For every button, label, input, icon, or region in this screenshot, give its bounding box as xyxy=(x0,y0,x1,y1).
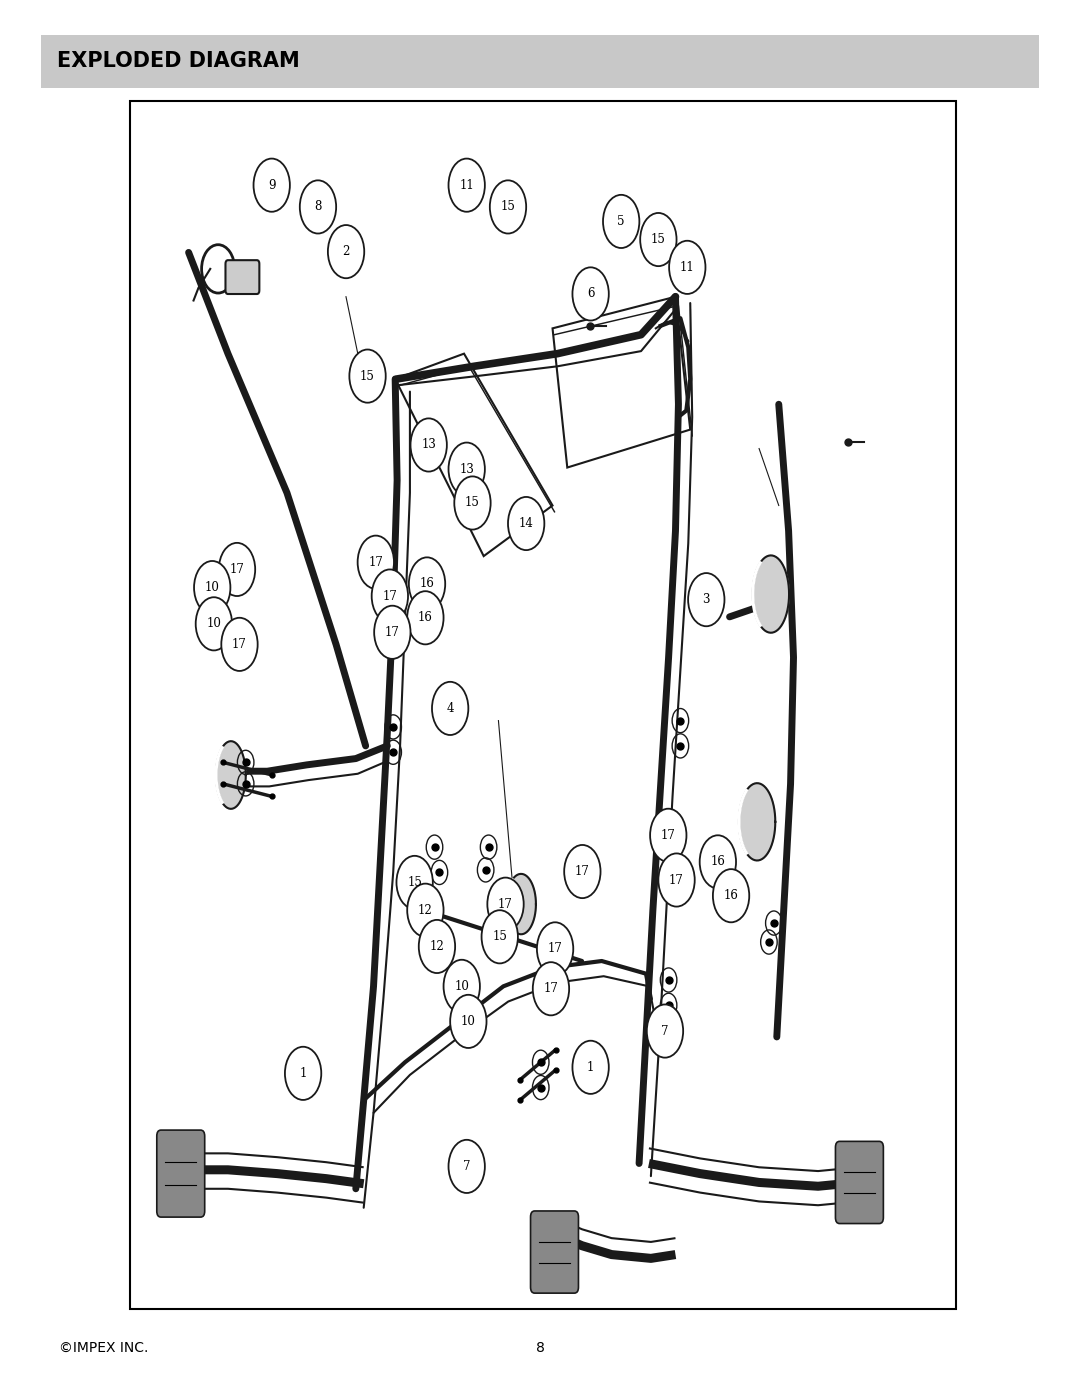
Text: 17: 17 xyxy=(382,590,397,602)
Polygon shape xyxy=(753,556,789,633)
Text: 17: 17 xyxy=(368,556,383,569)
Text: 7: 7 xyxy=(463,1160,471,1173)
FancyBboxPatch shape xyxy=(130,101,956,1309)
Text: 11: 11 xyxy=(680,261,694,274)
Text: 15: 15 xyxy=(651,233,665,246)
Circle shape xyxy=(659,854,694,907)
Circle shape xyxy=(487,877,524,930)
Circle shape xyxy=(490,180,526,233)
Polygon shape xyxy=(739,784,775,861)
FancyBboxPatch shape xyxy=(226,260,259,293)
Text: 17: 17 xyxy=(384,626,400,638)
Circle shape xyxy=(219,543,255,597)
Circle shape xyxy=(407,884,444,937)
Text: 17: 17 xyxy=(230,563,244,576)
Circle shape xyxy=(328,225,364,278)
Circle shape xyxy=(640,212,676,267)
Text: 16: 16 xyxy=(724,890,739,902)
Text: 1: 1 xyxy=(586,1060,594,1074)
Circle shape xyxy=(482,911,518,964)
Text: 17: 17 xyxy=(575,865,590,879)
Circle shape xyxy=(285,1046,321,1099)
Text: 6: 6 xyxy=(586,288,594,300)
Text: 4: 4 xyxy=(446,701,454,715)
Polygon shape xyxy=(507,875,536,935)
Text: 15: 15 xyxy=(465,496,480,510)
Text: 16: 16 xyxy=(711,855,726,869)
Text: 12: 12 xyxy=(430,940,444,953)
Text: 3: 3 xyxy=(702,594,710,606)
Circle shape xyxy=(688,573,725,626)
Text: 13: 13 xyxy=(421,439,436,451)
Text: EXPLODED DIAGRAM: EXPLODED DIAGRAM xyxy=(57,52,300,71)
Text: 5: 5 xyxy=(618,215,625,228)
Text: 10: 10 xyxy=(455,979,469,993)
Circle shape xyxy=(700,835,737,888)
FancyBboxPatch shape xyxy=(41,35,1039,88)
Circle shape xyxy=(450,995,486,1048)
Circle shape xyxy=(419,919,455,974)
Circle shape xyxy=(357,535,394,588)
Text: 16: 16 xyxy=(418,612,433,624)
Text: 10: 10 xyxy=(206,617,221,630)
Circle shape xyxy=(448,443,485,496)
Circle shape xyxy=(221,617,258,671)
Circle shape xyxy=(532,963,569,1016)
FancyBboxPatch shape xyxy=(157,1130,205,1217)
Text: 17: 17 xyxy=(548,943,563,956)
Circle shape xyxy=(572,1041,609,1094)
Text: 15: 15 xyxy=(492,930,508,943)
Circle shape xyxy=(650,809,687,862)
Text: 1: 1 xyxy=(299,1067,307,1080)
Text: 13: 13 xyxy=(459,462,474,475)
Polygon shape xyxy=(216,742,246,809)
Circle shape xyxy=(444,960,480,1013)
Circle shape xyxy=(195,598,232,651)
Circle shape xyxy=(603,194,639,249)
Circle shape xyxy=(448,1140,485,1193)
Circle shape xyxy=(349,349,386,402)
FancyBboxPatch shape xyxy=(836,1141,883,1224)
Circle shape xyxy=(537,922,573,975)
Circle shape xyxy=(432,682,469,735)
Text: 17: 17 xyxy=(543,982,558,995)
Text: 15: 15 xyxy=(360,370,375,383)
FancyBboxPatch shape xyxy=(530,1211,579,1294)
Circle shape xyxy=(396,856,433,909)
Circle shape xyxy=(564,845,600,898)
Text: 8: 8 xyxy=(314,200,322,214)
Text: 12: 12 xyxy=(418,904,433,916)
Circle shape xyxy=(194,562,230,615)
Circle shape xyxy=(455,476,490,529)
Text: 14: 14 xyxy=(518,517,534,529)
Text: 11: 11 xyxy=(459,179,474,191)
Text: 16: 16 xyxy=(420,577,434,591)
Circle shape xyxy=(407,591,444,644)
Circle shape xyxy=(410,418,447,472)
Circle shape xyxy=(374,606,410,659)
Circle shape xyxy=(670,240,705,293)
Text: 10: 10 xyxy=(205,581,219,594)
Text: ©IMPEX INC.: ©IMPEX INC. xyxy=(59,1341,149,1355)
Circle shape xyxy=(647,1004,684,1058)
Text: 17: 17 xyxy=(661,828,676,842)
Circle shape xyxy=(713,869,750,922)
Text: 17: 17 xyxy=(670,873,684,887)
Circle shape xyxy=(300,180,336,233)
Text: 17: 17 xyxy=(498,898,513,911)
Circle shape xyxy=(409,557,445,610)
Circle shape xyxy=(372,570,408,623)
Circle shape xyxy=(448,159,485,212)
Text: 15: 15 xyxy=(407,876,422,888)
Text: 7: 7 xyxy=(661,1024,669,1038)
Circle shape xyxy=(572,267,609,320)
Circle shape xyxy=(508,497,544,550)
Text: 2: 2 xyxy=(342,244,350,258)
Text: 17: 17 xyxy=(232,638,247,651)
Text: 10: 10 xyxy=(461,1014,476,1028)
Text: 9: 9 xyxy=(268,179,275,191)
Text: 8: 8 xyxy=(536,1341,544,1355)
Text: 15: 15 xyxy=(500,200,515,214)
Circle shape xyxy=(254,159,289,212)
